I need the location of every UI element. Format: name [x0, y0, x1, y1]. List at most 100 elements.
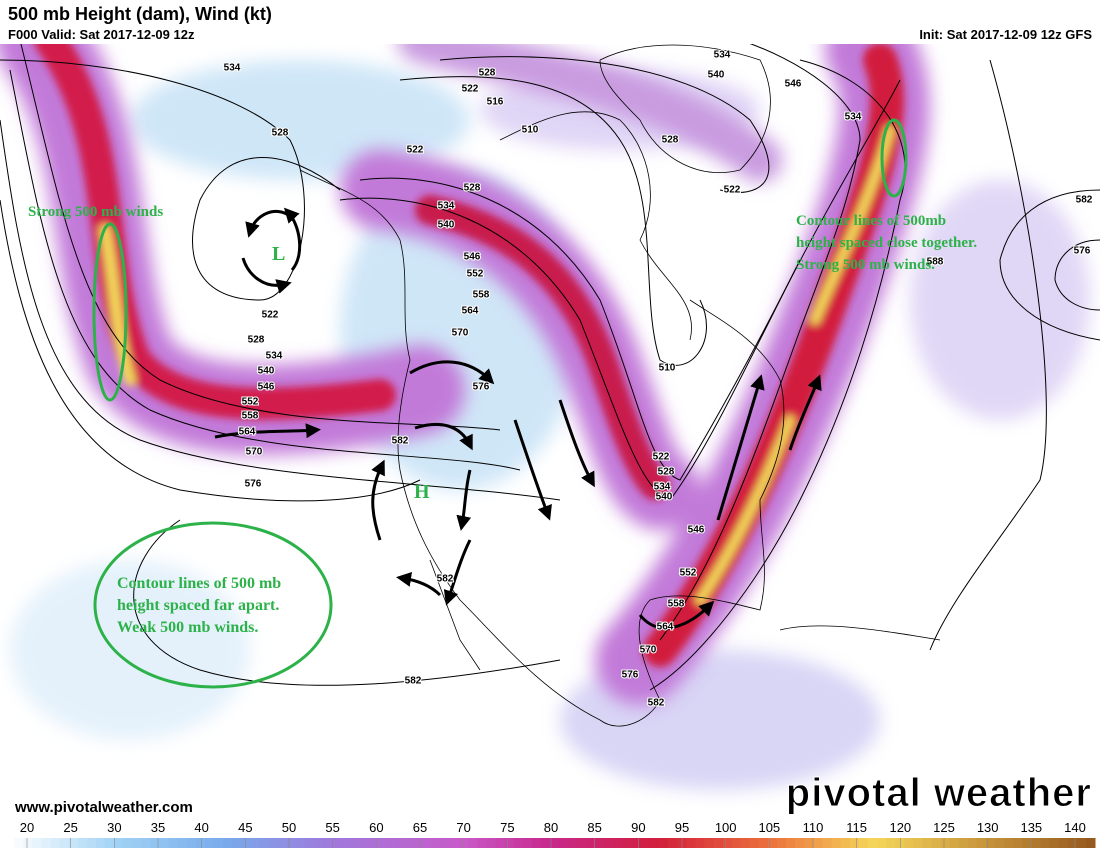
colorbar-cell [304, 838, 315, 848]
contour-label: 582 [392, 436, 409, 447]
colorbar-tick-label: 65 [413, 820, 427, 835]
colorbar-cell [195, 838, 206, 848]
colorbar-cell [722, 838, 733, 848]
colorbar-cell [922, 838, 932, 848]
colorbar-cell [86, 838, 97, 848]
colorbar-tick-label: 125 [933, 820, 955, 835]
colorbar-cell [768, 838, 778, 848]
contour-label: 588 [927, 257, 944, 268]
colorbar-cell [731, 838, 742, 848]
colorbar-cell [940, 838, 951, 848]
init-time: Init: Sat 2017-12-09 12z GFS [919, 27, 1092, 42]
contour-label: 570 [640, 645, 657, 656]
contour-label: 552 [467, 269, 484, 280]
contour-label: 576 [622, 670, 639, 681]
high-label: H [414, 481, 430, 503]
colorbar-cell [967, 838, 978, 848]
contour-label: 528 [479, 68, 496, 79]
colorbar-cell [649, 838, 660, 848]
highlight-ellipses [92, 118, 908, 689]
colorbar-cell [695, 838, 705, 848]
colorbar-cell [1031, 838, 1041, 848]
contour-label: 534 [266, 351, 283, 362]
colorbar-cell [577, 838, 587, 848]
contour-label: 534 [654, 482, 671, 493]
colorbar-cell [504, 838, 515, 848]
colorbar-cell [59, 838, 70, 848]
colorbar-tick-label: 50 [282, 820, 296, 835]
colorbar-cell [740, 838, 751, 848]
colorbar-cell [804, 838, 814, 848]
annotation-line: height spaced close together. [796, 235, 977, 251]
contour-label: 582 [437, 574, 454, 585]
contour-labels: 5345285225285225165105345405465345285225… [223, 49, 1094, 710]
colorbar-cell [886, 838, 896, 848]
colorbar-tick-label: 60 [369, 820, 383, 835]
contour-label: 522 [653, 452, 670, 463]
colorbar-cell [777, 838, 787, 848]
colorbar-cell [204, 838, 215, 848]
colorbar-tick-label: 120 [889, 820, 911, 835]
contour-label: 552 [242, 397, 259, 408]
colorbar-cell [341, 838, 351, 848]
contour-label: 546 [785, 79, 802, 90]
colorbar-cell [613, 838, 624, 848]
colorbar-cell [386, 838, 397, 848]
title: 500 mb Height (dam), Wind (kt) [8, 4, 272, 24]
contour-label: 528 [272, 128, 289, 139]
colorbar-cell [431, 838, 442, 848]
colorbar-cell [704, 838, 714, 848]
coastlines [299, 44, 941, 727]
colorbar-cell [322, 838, 333, 848]
contour-label: 528 [658, 467, 675, 478]
colorbar-cell [295, 838, 306, 848]
colorbar-cell [150, 838, 160, 848]
header-bar [0, 0, 1100, 44]
colorbar-cell [250, 838, 260, 848]
valid-time: F000 Valid: Sat 2017-12-09 12z [8, 27, 195, 42]
contour-label: 522 [724, 185, 741, 196]
colorbar-cell [895, 838, 905, 848]
colorbar-cell [123, 838, 133, 848]
colorbar-cell [213, 838, 224, 848]
colorbar-cell [795, 838, 805, 848]
colorbar-cell [1067, 838, 1078, 848]
annotation-line: Contour lines of 500mb [796, 213, 946, 229]
colorbar-cell [50, 838, 60, 848]
colorbar-cell [486, 838, 496, 848]
colorbar-tick-label: 105 [758, 820, 780, 835]
contour-label: 540 [656, 492, 673, 503]
colorbar-cell [104, 838, 115, 848]
colorbar-tick-label: 135 [1020, 820, 1042, 835]
colorbar-cell [913, 838, 923, 848]
contour-label: 528 [662, 135, 679, 146]
colorbar-cell [513, 838, 524, 848]
contour-label: 552 [680, 568, 697, 579]
colorbar-tick-label: 75 [500, 820, 514, 835]
annotation-line: Contour lines of 500 mb [117, 575, 281, 592]
colorbar-tick-label: 100 [715, 820, 737, 835]
colorbar-cell [5, 838, 15, 848]
contour-label: 576 [245, 479, 262, 490]
colorbar-cell [904, 838, 914, 848]
contour-label: 564 [657, 622, 674, 633]
contour-label: 522 [462, 84, 479, 95]
colorbar-cell [14, 838, 24, 848]
contour-label: 576 [1074, 246, 1091, 257]
contour-label: 522 [262, 310, 279, 321]
colorbar-cell [1058, 838, 1069, 848]
colorbar-cell [223, 838, 233, 848]
colorbar-cell [259, 838, 269, 848]
colorbar-cell [949, 838, 960, 848]
colorbar-cell [359, 838, 369, 848]
colorbar-cell [531, 838, 542, 848]
colorbar-tick-label: 90 [631, 820, 645, 835]
colorbar-tick-label: 45 [238, 820, 252, 835]
contour-label: 570 [246, 447, 263, 458]
colorbar-cell [368, 838, 378, 848]
colorbar-cell [313, 838, 324, 848]
contour-label: 510 [522, 125, 539, 136]
colorbar-cell [931, 838, 942, 848]
colorbar-cell [840, 838, 851, 848]
